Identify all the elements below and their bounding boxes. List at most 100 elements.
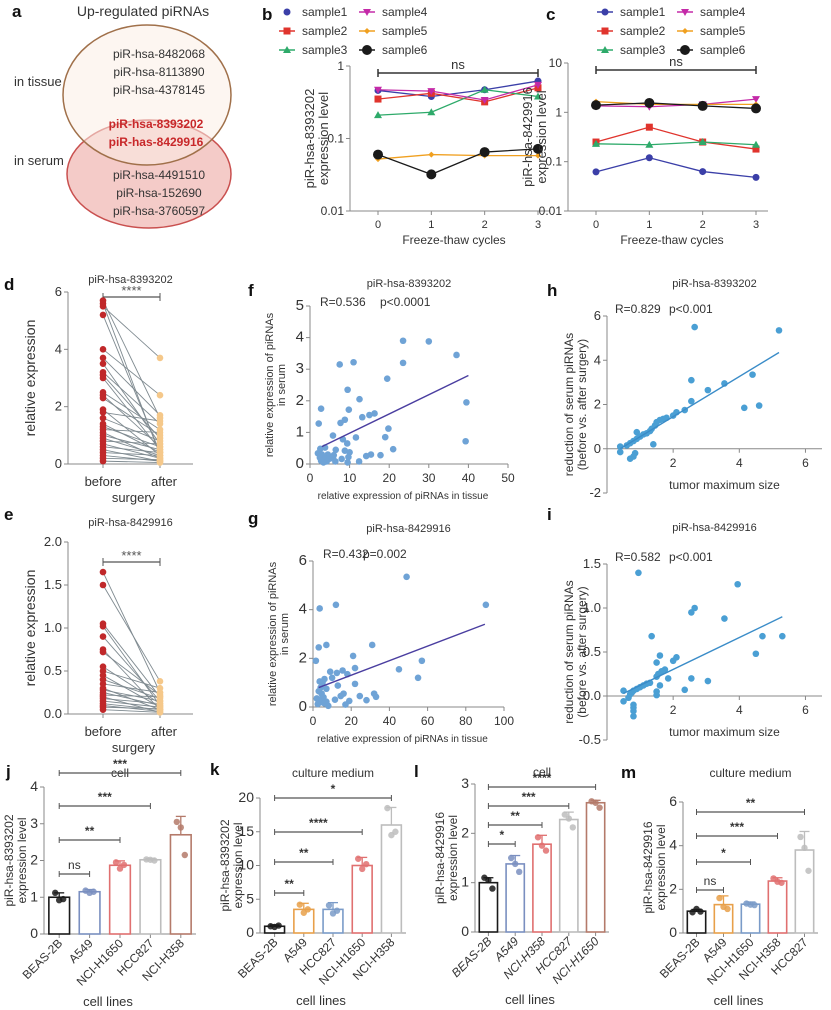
y-axis-title: piR-hsa-8393202: [302, 89, 317, 189]
legend-label: sample1: [620, 5, 666, 19]
regression-line: [318, 623, 486, 689]
chart-title: piR-hsa-8429916: [672, 522, 756, 534]
legend-marker: [364, 28, 370, 34]
data-point: [463, 399, 470, 406]
comparison-label: ****: [309, 816, 328, 830]
data-point: [534, 92, 542, 100]
data-point: [644, 97, 655, 108]
regression-line: [321, 374, 469, 448]
data-point-before: [99, 374, 107, 382]
x-tick-label: 6: [802, 456, 809, 470]
data-point: [681, 686, 689, 694]
data-point-after: [156, 459, 164, 466]
x-tick-label: after: [151, 724, 178, 739]
data-point: [427, 88, 436, 96]
data-point: [331, 696, 339, 703]
x-tick-label: 2: [700, 219, 706, 231]
y-tick-label: 0: [299, 698, 307, 715]
legend-item: sample5: [677, 24, 746, 38]
y-tick-label: -2: [589, 485, 601, 500]
data-point: [374, 86, 382, 94]
x-axis-title: surgery: [112, 740, 156, 755]
legend-marker: [682, 28, 688, 34]
y-axis-title: expression level: [446, 815, 460, 901]
panel-label-e: e: [4, 505, 13, 524]
x-tick-label: 2: [482, 219, 488, 231]
x-tick-label: 100: [494, 714, 514, 728]
data-point-before: [99, 568, 107, 576]
data-point: [656, 682, 664, 689]
y-tick-label: 2: [30, 852, 38, 868]
y-tick-label: 0: [296, 455, 304, 472]
y-axis-title: reduction of serum piRNAs: [562, 333, 576, 476]
legend-item: sample3: [597, 43, 666, 57]
correlation-r: R=0.432: [323, 547, 369, 561]
data-point: [688, 675, 695, 682]
x-tick-label: 10: [343, 471, 357, 485]
data-point: [698, 138, 707, 146]
data-point: [699, 168, 707, 176]
bar: [767, 880, 788, 934]
data-point: [342, 701, 349, 708]
panel-label-m: m: [621, 763, 636, 782]
venn-tissue-item: piR-hsa-4378145: [113, 83, 205, 97]
x-tick-label: 50: [501, 471, 515, 485]
x-axis-title: cell lines: [296, 993, 346, 1008]
data-point: [352, 434, 360, 441]
data-point-after: [156, 440, 164, 448]
p-value: p<0.0001: [380, 295, 431, 309]
x-tick-label: BEAS-2B: [235, 935, 281, 981]
x-tick-label: 30: [422, 471, 436, 485]
data-point-before: [99, 409, 107, 416]
series-line: [595, 102, 757, 110]
data-point-after: [156, 417, 164, 425]
data-point: [377, 451, 384, 459]
replicate-point: [120, 861, 128, 869]
y-axis-title: relative expression: [22, 320, 38, 437]
data-point: [482, 601, 490, 609]
legend-marker: [362, 45, 372, 55]
y-tick-label: 2.0: [44, 534, 62, 549]
data-point: [625, 694, 632, 702]
data-point-before: [99, 360, 107, 367]
series-sample1: [592, 154, 760, 181]
data-point: [534, 81, 542, 89]
replicate-point: [596, 804, 603, 811]
legend-marker: [283, 8, 291, 16]
y-axis-title: piR-hsa-8393202: [218, 819, 232, 911]
legend-item: sample6: [677, 43, 746, 57]
comparison-label: ***: [98, 790, 112, 804]
pair-line: [102, 417, 161, 442]
bar: [78, 890, 101, 935]
data-point: [389, 445, 397, 453]
comparison-label: ****: [533, 771, 552, 785]
y-tick-label: 10: [549, 56, 563, 70]
data-point-before: [99, 354, 107, 362]
pair-line: [102, 706, 161, 710]
y-axis-title: expression level: [316, 92, 331, 185]
comparison-label: ***: [522, 790, 536, 804]
comparison-label: *: [721, 846, 726, 860]
y-tick-label: 3: [30, 815, 38, 831]
series-sample4: [374, 81, 542, 104]
y-tick-label: 4: [594, 352, 601, 367]
panel-m-bar-chart: m culture medium 0 2 4 6 piR-hsa-8429916 expres…: [621, 763, 818, 1008]
data-point: [648, 632, 655, 640]
series-sample3: [592, 138, 760, 148]
y-tick-label: 1: [296, 423, 304, 440]
chart-title: piR-hsa-8393202: [367, 278, 451, 290]
y-axis-title: relative expression of piRNAs: [264, 312, 276, 457]
replicate-point: [304, 906, 311, 913]
legend-item: sample2: [279, 24, 348, 38]
data-point: [704, 386, 712, 394]
data-point: [480, 96, 489, 104]
y-axis-title: (before vs. after surgery): [575, 339, 589, 470]
data-point-before: [99, 303, 107, 310]
y-tick-label: 0: [30, 925, 38, 941]
pair-line: [102, 423, 161, 453]
x-tick-label: 4: [736, 456, 743, 470]
y-axis-title: reduction of serum piRNAs: [562, 580, 576, 723]
y-tick-label: 0: [461, 923, 469, 939]
pair-line: [102, 300, 161, 419]
regression-line: [623, 616, 783, 694]
